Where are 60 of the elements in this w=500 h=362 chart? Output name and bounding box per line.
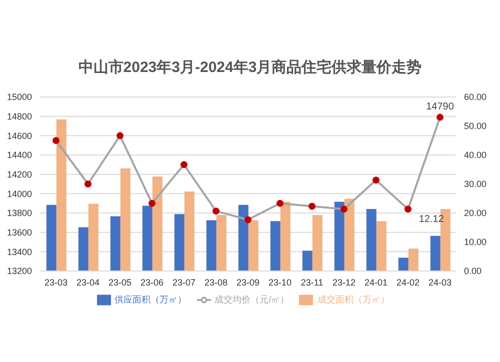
x-tick-label: 24-02 — [396, 277, 420, 288]
y-tick-label: 15000 — [6, 92, 32, 102]
x-tick-label: 23-09 — [236, 277, 260, 288]
x-tick-label: 23-08 — [204, 277, 228, 288]
y-tick-label: 14600 — [6, 130, 32, 141]
bar — [142, 206, 152, 271]
bar — [302, 250, 312, 271]
y-tick-label: 13400 — [6, 246, 32, 257]
y2-tick-label: 60.00 — [464, 92, 487, 102]
y2-tick-label: 50.00 — [464, 121, 487, 132]
x-tick-label: 23-06 — [140, 277, 164, 288]
bar — [216, 215, 226, 271]
chart-title: 中山市2023年3月-2024年3月商品住宅供求量价走势 — [77, 58, 423, 77]
bar — [110, 216, 120, 271]
bar — [152, 176, 162, 271]
bar — [120, 168, 130, 271]
bar — [270, 221, 280, 271]
y2-tick-label: 10.00 — [464, 237, 487, 248]
y2-tick-label: 0.00 — [464, 266, 482, 276]
y2-tick-label: 40.00 — [464, 150, 487, 160]
y-tick-label: 14800 — [6, 112, 32, 122]
bar — [366, 208, 376, 271]
bar — [312, 215, 322, 271]
y-tick-label: 14400 — [6, 150, 32, 160]
x-tick-label: 23-12 — [332, 277, 356, 288]
legend-label: 供应面积（万㎡） — [114, 294, 187, 304]
bar — [238, 204, 248, 271]
bar — [344, 198, 354, 271]
y-tick-label: 13800 — [6, 208, 32, 218]
y-tick-label: 13200 — [6, 266, 32, 276]
x-tick-label: 23-11 — [300, 277, 324, 288]
bar — [398, 258, 408, 271]
y-tick-label: 14000 — [6, 188, 32, 199]
x-tick-label: 23-04 — [76, 277, 100, 288]
bar — [46, 204, 56, 271]
legend-label: 成交面积（万㎡） — [317, 294, 390, 304]
bar — [408, 248, 418, 271]
bar — [280, 202, 290, 271]
y2-tick-label: 20.00 — [464, 208, 487, 218]
bar — [56, 119, 66, 271]
data-label: 14790 — [426, 101, 454, 112]
legend-label: 成交均价（元/㎡） — [214, 294, 290, 304]
y2-tick-label: 30.00 — [464, 179, 487, 190]
bar — [88, 204, 98, 271]
bar — [184, 192, 194, 271]
y-tick-label: 14200 — [6, 170, 32, 180]
x-tick-label: 23-07 — [172, 277, 196, 288]
bar — [78, 227, 88, 271]
bar — [206, 220, 216, 271]
y-tick-label: 13600 — [6, 228, 32, 238]
x-tick-label: 24-01 — [364, 277, 388, 288]
x-tick-label: 23-03 — [44, 277, 68, 288]
bar — [376, 221, 386, 271]
bar — [430, 236, 440, 271]
bar — [248, 220, 258, 271]
x-tick-label: 23-05 — [108, 277, 132, 288]
x-tick-label: 24-03 — [428, 277, 452, 288]
bar — [334, 202, 344, 271]
x-tick-label: 23-10 — [268, 277, 292, 288]
bar — [174, 214, 184, 271]
